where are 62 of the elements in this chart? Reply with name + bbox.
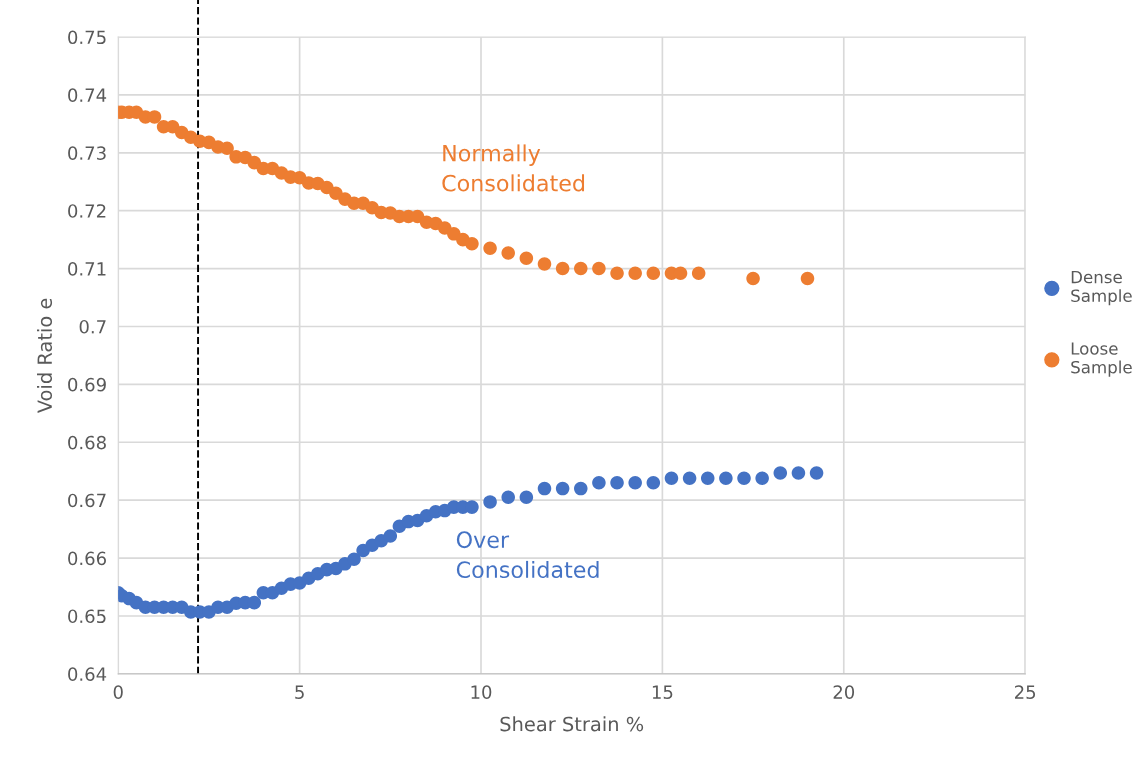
point xyxy=(247,595,262,610)
point xyxy=(220,141,234,155)
point xyxy=(555,481,570,496)
point xyxy=(682,471,697,485)
point xyxy=(574,481,588,496)
point xyxy=(501,490,515,505)
y-tick-label: 0.74 xyxy=(68,88,107,103)
point xyxy=(501,246,515,260)
point xyxy=(537,257,552,271)
point xyxy=(691,266,706,280)
point xyxy=(755,471,769,485)
point xyxy=(809,466,824,480)
point xyxy=(628,476,642,490)
y-tick-label: 0.72 xyxy=(68,204,106,218)
point xyxy=(700,471,715,485)
point xyxy=(537,481,552,496)
legend-label: Loose Sample xyxy=(1071,342,1132,377)
point xyxy=(465,236,479,251)
y-tick-label: 0.68 xyxy=(68,435,106,450)
y-tick-label: 0.64 xyxy=(68,667,107,681)
point xyxy=(610,476,624,490)
point xyxy=(719,471,733,485)
point xyxy=(628,266,642,280)
legend-label: Dense Sample xyxy=(1071,270,1132,306)
point xyxy=(737,471,751,485)
point xyxy=(519,251,534,265)
point xyxy=(555,261,570,276)
point xyxy=(610,266,624,280)
point xyxy=(746,271,760,286)
x-tick-label: 0 xyxy=(113,685,123,699)
point xyxy=(646,476,661,490)
point xyxy=(574,261,588,276)
point xyxy=(773,466,788,480)
point xyxy=(347,552,361,566)
point xyxy=(519,490,534,505)
annotation: Normally Consolidated xyxy=(442,144,585,192)
annotation: Over Consolidated xyxy=(456,531,599,579)
point xyxy=(592,261,606,276)
y-tick-label: 0.75 xyxy=(68,30,106,45)
y-tick-label: 0.65 xyxy=(68,609,106,624)
y-tick-label: 0.67 xyxy=(68,493,106,508)
x-tick-label: 10 xyxy=(471,685,492,699)
point xyxy=(592,476,606,490)
point xyxy=(664,471,679,485)
point xyxy=(646,266,661,280)
y-tick-label: 0.71 xyxy=(68,262,106,276)
x-tick-label: 20 xyxy=(833,685,855,699)
point xyxy=(383,529,398,543)
x-tick-label: 25 xyxy=(1015,685,1036,699)
x-tick-label: 5 xyxy=(295,685,304,699)
y-tick-label: 0.7 xyxy=(79,319,106,334)
point xyxy=(483,495,497,509)
x-axis-title: Shear Strain % xyxy=(500,716,644,732)
point xyxy=(483,241,497,256)
y-tick-label: 0.73 xyxy=(68,146,106,160)
point xyxy=(791,466,806,480)
y-axis-title: Void Ratio e xyxy=(37,298,53,414)
point xyxy=(465,500,479,514)
point xyxy=(800,271,815,286)
y-tick-label: 0.69 xyxy=(68,377,106,392)
y-tick-label: 0.66 xyxy=(68,551,106,566)
x-tick-label: 15 xyxy=(652,685,673,699)
